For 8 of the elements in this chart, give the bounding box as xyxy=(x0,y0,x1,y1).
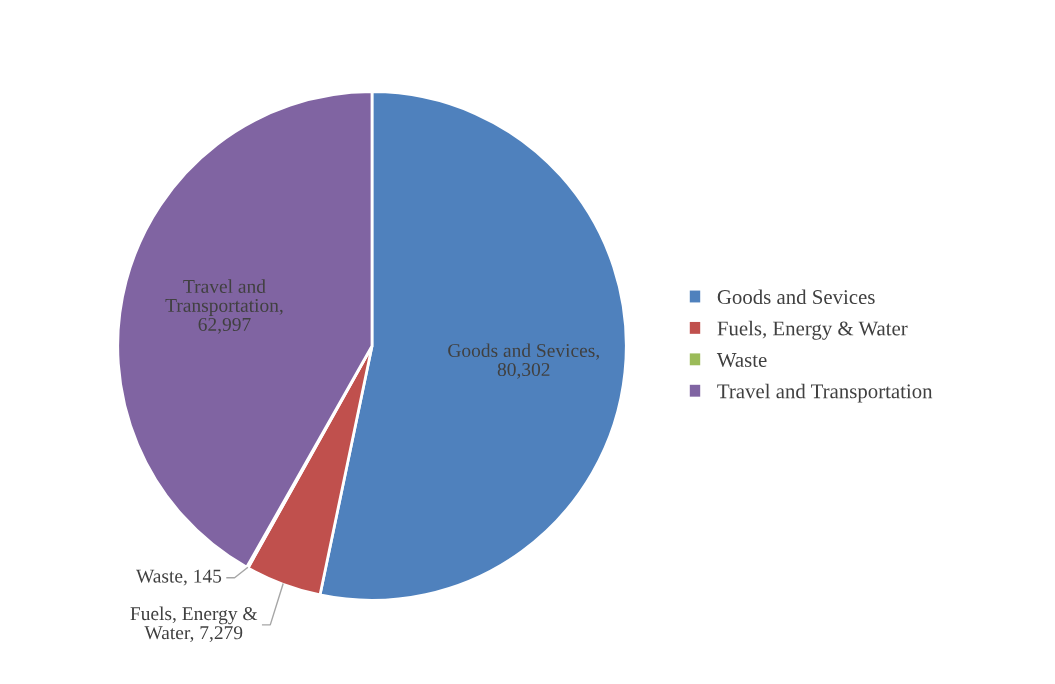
legend-label: Fuels, Energy & Water xyxy=(717,320,908,340)
legend-label: Travel and Transportation xyxy=(717,383,933,403)
data-label: Fuels, Energy & Water, 7,279 xyxy=(130,606,258,643)
data-label: Waste, 145 xyxy=(136,569,222,586)
data-label: Travel and Transportation, 62,997 xyxy=(165,279,283,334)
legend-label: Waste xyxy=(716,353,767,368)
data-label: Goods and Sevices, 80,302 xyxy=(448,343,599,379)
legend-label: Goods and Sevices xyxy=(717,289,875,305)
